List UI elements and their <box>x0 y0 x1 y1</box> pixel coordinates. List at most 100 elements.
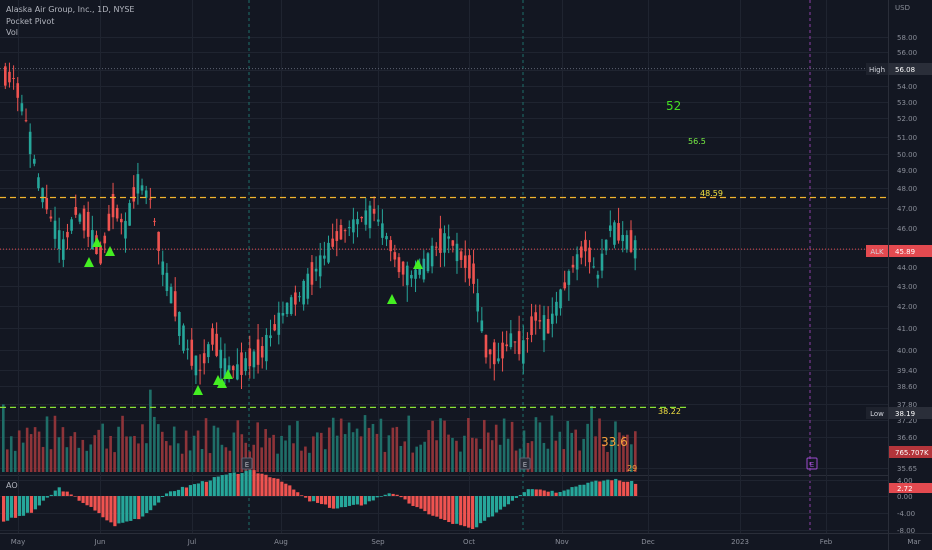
ao-histogram-bar <box>415 496 419 508</box>
volume-bar <box>77 447 81 472</box>
volume-bar <box>383 451 387 472</box>
candle-body <box>588 247 591 263</box>
time-tick-label: 2023 <box>731 538 749 546</box>
price-tick-label: 47.00 <box>897 205 917 213</box>
candle-body <box>157 231 160 251</box>
volume-bar <box>308 452 311 472</box>
volume-bar <box>149 389 152 472</box>
earnings-marker <box>806 457 818 470</box>
volume-bar <box>125 436 128 472</box>
price-tick-label: 52.00 <box>897 115 917 123</box>
volume-bar <box>494 424 498 472</box>
volume-bar <box>439 418 442 472</box>
ao-histogram-bar <box>117 496 121 524</box>
candle-body <box>579 246 583 258</box>
volume-bar <box>431 420 434 472</box>
volume-bar <box>184 430 188 472</box>
volume-bar <box>93 435 97 472</box>
volume-bar <box>566 420 570 472</box>
volume-bar <box>157 424 160 472</box>
ao-histogram-bar <box>566 489 570 496</box>
candle-body <box>45 197 49 210</box>
ao-histogram-bar <box>327 496 332 508</box>
ao-histogram-bar <box>101 496 105 518</box>
candle-body <box>343 230 347 232</box>
candle-body <box>4 66 7 86</box>
pocket-pivot-marker <box>387 294 397 304</box>
volume-bar <box>49 449 53 472</box>
ao-histogram-bar <box>57 487 61 496</box>
candle-body <box>422 258 426 280</box>
candle-body <box>443 233 446 253</box>
candle-body <box>223 358 227 379</box>
ao-histogram-bar <box>467 496 471 528</box>
volume-bar <box>427 430 430 472</box>
ao-histogram-bar <box>41 496 45 501</box>
volume-badge-value-bg <box>889 446 932 458</box>
volume-bar <box>252 444 256 472</box>
ao-histogram-bar <box>180 486 185 496</box>
volume-bar <box>510 421 514 472</box>
ao-histogram-bar <box>280 481 284 496</box>
ao-histogram-bar <box>13 496 18 518</box>
volume-bar <box>161 431 164 472</box>
volume-bar <box>240 434 244 472</box>
annotation-target-56-5: 56.5 <box>688 137 706 146</box>
candle-body <box>310 262 314 285</box>
volume-bar <box>554 440 558 472</box>
volume-bar <box>236 420 240 472</box>
candle-body <box>575 254 579 270</box>
price-tick-label: 41.00 <box>897 325 917 333</box>
volume-bar <box>355 428 359 472</box>
volume-bar <box>216 427 220 472</box>
ao-tick-label: 4.00 <box>897 477 913 485</box>
ao-histogram-bar <box>149 496 153 511</box>
candle-body <box>418 266 421 275</box>
price-tick-label: 51.00 <box>897 134 917 142</box>
volume-bar <box>268 437 271 472</box>
volume-bar <box>168 445 172 472</box>
high-badge-value: 56.08 <box>895 66 915 74</box>
volume-bar <box>475 438 478 472</box>
time-tick-label: Jul <box>187 538 197 546</box>
volume-bar <box>626 434 629 472</box>
candle-body <box>37 177 40 189</box>
candle-body <box>111 193 115 218</box>
ao-histogram-bar <box>323 496 328 505</box>
ao-histogram-bar <box>590 481 594 496</box>
candle-body <box>517 331 521 355</box>
volume-bar <box>220 444 224 472</box>
volume-bar <box>89 444 93 472</box>
price-tick-label: 37.80 <box>897 401 917 409</box>
last-price-badge-label: ALK <box>870 248 884 256</box>
candle-body <box>596 274 600 279</box>
candle-body <box>492 342 496 365</box>
ao-histogram-bar <box>172 491 177 496</box>
ao-histogram-bar <box>9 496 14 518</box>
ao-histogram-bar <box>367 496 371 502</box>
ao-histogram-bar <box>427 496 431 515</box>
ao-histogram-bar <box>614 478 618 496</box>
indicator-pocket-pivot-label: Pocket Pivot <box>6 17 55 26</box>
ao-histogram-bar <box>574 486 578 496</box>
candle-body <box>207 344 210 358</box>
ao-histogram-bar <box>594 480 598 496</box>
volume-bar <box>200 448 204 472</box>
ao-histogram-bar <box>252 470 256 496</box>
price-tick-label: 37.20 <box>897 417 917 425</box>
ao-histogram-bar <box>25 496 30 513</box>
candle-body <box>393 252 397 260</box>
high-badge-value-bg <box>889 63 932 75</box>
candle-body <box>509 333 513 348</box>
ao-histogram-bar <box>284 483 288 496</box>
ao-histogram-bar <box>558 492 562 496</box>
volume-bar <box>2 404 5 472</box>
volume-bar <box>570 432 574 472</box>
volume-bar <box>590 406 593 472</box>
volume-bar <box>347 422 351 472</box>
ao-histogram-bar <box>395 494 399 496</box>
volume-bar <box>5 449 9 472</box>
candle-body <box>306 273 310 299</box>
ao-histogram-bar <box>391 493 395 496</box>
candle-body <box>165 272 169 291</box>
